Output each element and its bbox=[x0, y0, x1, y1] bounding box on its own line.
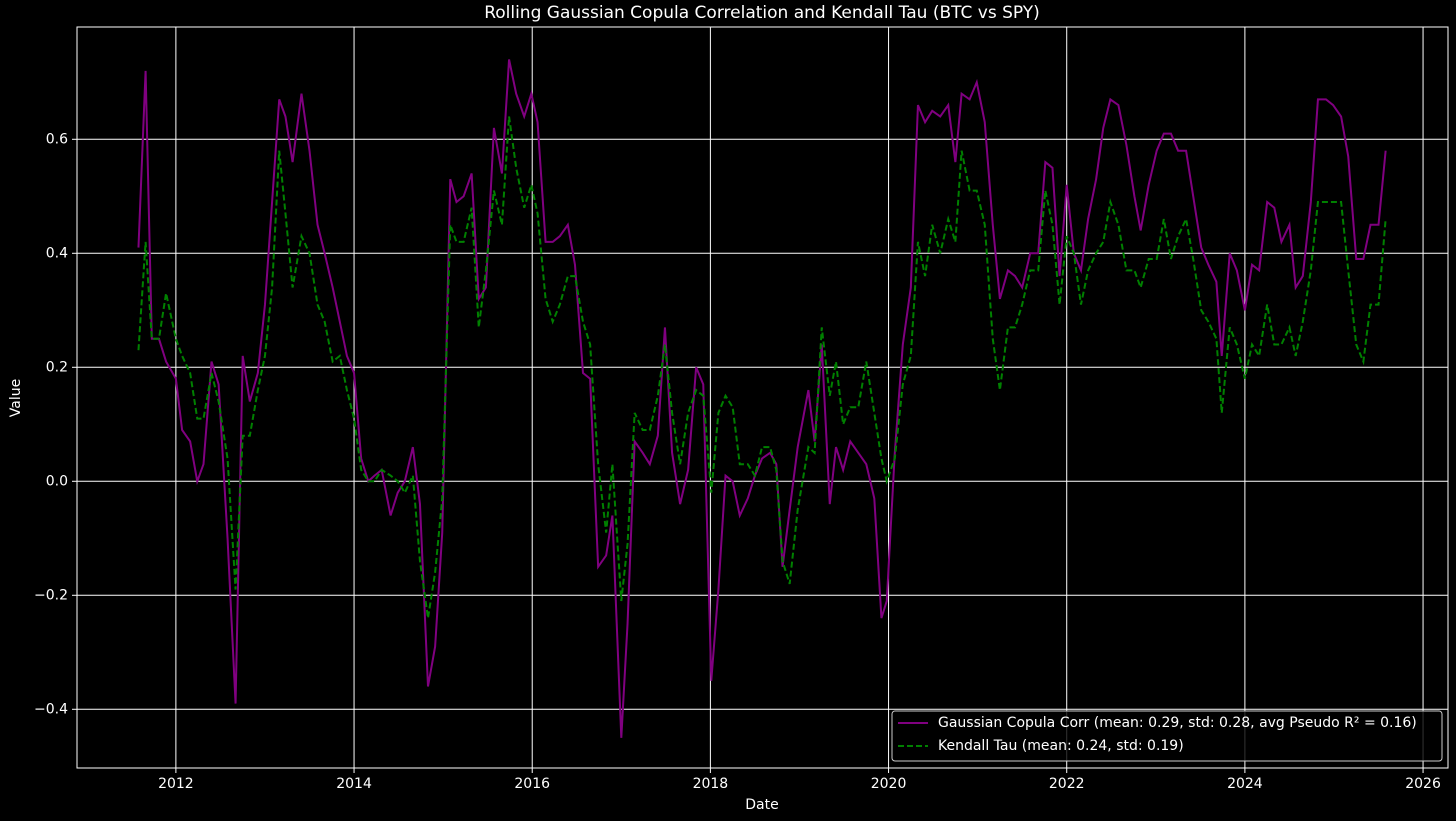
x-tick-label: 2020 bbox=[871, 776, 907, 792]
y-axis-label: Value bbox=[8, 379, 24, 417]
legend-label: Kendall Tau (mean: 0.24, std: 0.19) bbox=[938, 738, 1184, 754]
y-tick-label: 0.6 bbox=[46, 131, 68, 147]
x-tick-label: 2018 bbox=[693, 776, 729, 792]
chart-title: Rolling Gaussian Copula Correlation and … bbox=[484, 3, 1040, 23]
series-line bbox=[137, 59, 1387, 738]
y-tick-label: 0.2 bbox=[46, 359, 68, 375]
x-tick-label: 2024 bbox=[1227, 776, 1263, 792]
x-axis-label: Date bbox=[745, 797, 778, 813]
x-tick-label: 2014 bbox=[336, 776, 372, 792]
y-tick-label: −0.4 bbox=[34, 701, 68, 717]
x-tick-label: 2026 bbox=[1405, 776, 1441, 792]
plot-frame bbox=[76, 26, 1449, 769]
x-tick-label: 2016 bbox=[514, 776, 550, 792]
x-tick-label: 2022 bbox=[1049, 776, 1085, 792]
y-tick-label: 0.0 bbox=[46, 473, 68, 489]
x-tick-label: 2012 bbox=[158, 776, 194, 792]
series-line bbox=[137, 116, 1387, 619]
y-tick-label: −0.2 bbox=[34, 587, 68, 603]
legend-label: Gaussian Copula Corr (mean: 0.29, std: 0… bbox=[938, 715, 1417, 731]
y-tick-label: 0.4 bbox=[46, 245, 68, 261]
legend-box bbox=[891, 710, 1443, 762]
